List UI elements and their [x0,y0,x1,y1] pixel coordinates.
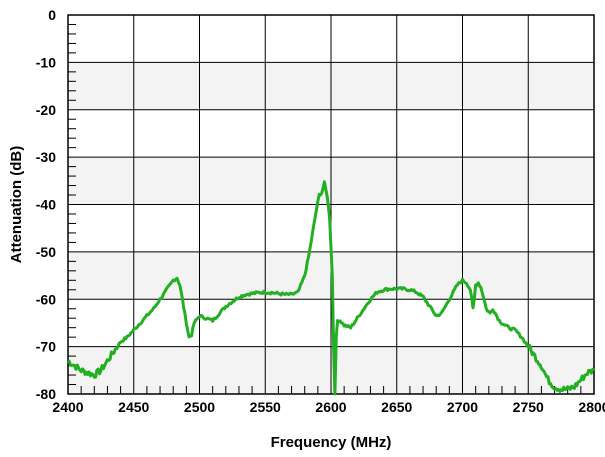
y-tick-label: -30 [36,149,56,165]
x-tick-label: 2550 [250,399,281,415]
y-tick-labels: 0 -10 -20 -30 -40 -50 -60 -70 -80 [36,7,56,402]
x-axis-title: Frequency (MHz) [271,434,392,451]
y-tick-label: -60 [36,291,56,307]
y-tick-label: -10 [36,54,56,70]
x-tick-label: 2700 [447,399,478,415]
y-tick-label: 0 [48,7,56,23]
y-tick-label: -80 [36,386,56,402]
y-tick-label: -50 [36,244,56,260]
x-tick-label: 2400 [52,399,83,415]
data-layer [67,180,595,396]
series-line [67,180,595,396]
x-tick-label: 2600 [315,399,346,415]
y-tick-label: -20 [36,102,56,118]
x-tick-label: 2650 [381,399,412,415]
minor-ticks [68,23,582,394]
y-tick-label: -70 [36,339,56,355]
x-tick-label: 2500 [184,399,215,415]
y-axis-title: Attenuation (dB) [8,146,25,263]
y-tick-label: -40 [36,197,56,213]
x-tick-label: 2450 [118,399,149,415]
plot-frame [67,14,595,395]
x-tick-label: 2750 [513,399,544,415]
